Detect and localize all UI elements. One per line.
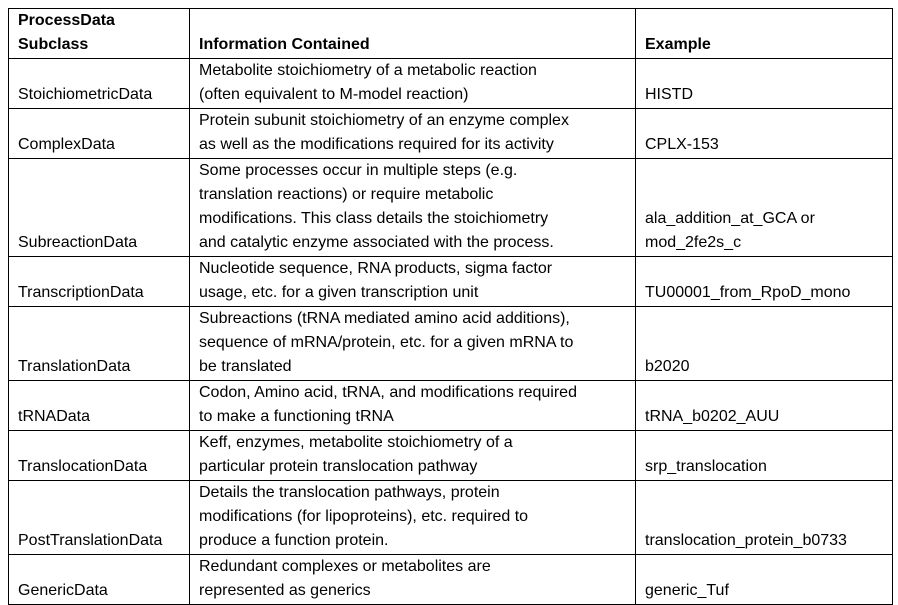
- example-cell: CPLX-153: [635, 108, 893, 159]
- example-cell: ala_addition_at_GCA or mod_2fe2s_c: [635, 158, 893, 257]
- table-row: SubreactionData Some processes occur in m…: [8, 158, 893, 257]
- information-line: as well as the modifications required fo…: [199, 136, 554, 153]
- information-line: Redundant complexes or metabolites are: [199, 558, 491, 575]
- information-line: particular protein translocation pathway: [199, 458, 478, 475]
- example-cell: TU00001_from_RpoD_mono: [635, 256, 893, 307]
- information-line: Metabolite stoichiometry of a metabolic …: [199, 62, 537, 79]
- information-cell: Some processes occur in multiple steps (…: [189, 158, 636, 257]
- subclass-cell: ComplexData: [8, 108, 190, 159]
- information-line: produce a function protein.: [199, 532, 389, 549]
- example-line: translocation_protein_b0733: [645, 532, 847, 549]
- header-information: Information Contained: [189, 8, 636, 59]
- example-line: srp_translocation: [645, 458, 767, 475]
- example-cell: tRNA_b0202_AUU: [635, 380, 893, 431]
- example-line: b2020: [645, 358, 690, 375]
- example-line: TU00001_from_RpoD_mono: [645, 284, 851, 301]
- subclass-cell: SubreactionData: [8, 158, 190, 257]
- information-cell: Subreactions (tRNA mediated amino acid a…: [189, 306, 636, 381]
- information-cell: Redundant complexes or metabolites are re…: [189, 554, 636, 605]
- header-subclass-line1: ProcessData: [18, 12, 115, 29]
- information-cell: Codon, Amino acid, tRNA, and modificatio…: [189, 380, 636, 431]
- example-cell: b2020: [635, 306, 893, 381]
- table-body: StoichiometricData Metabolite stoichiomet…: [8, 58, 893, 605]
- example-cell: translocation_protein_b0733: [635, 480, 893, 555]
- information-line: modifications (for lipoproteins), etc. r…: [199, 508, 529, 525]
- information-line: Details the translocation pathways, prot…: [199, 484, 500, 501]
- process-data-table: ProcessData Subclass Information Containe…: [8, 8, 893, 605]
- header-subclass-line2: Subclass: [18, 36, 89, 53]
- example-line: ala_addition_at_GCA or: [645, 210, 815, 227]
- information-cell: Protein subunit stoichiometry of an enzy…: [189, 108, 636, 159]
- information-line: usage, etc. for a given transcription un…: [199, 284, 479, 301]
- table-row: StoichiometricData Metabolite stoichiomet…: [8, 58, 893, 109]
- example-line: mod_2fe2s_c: [645, 234, 742, 251]
- information-line: (often equivalent to M-model reaction): [199, 86, 469, 103]
- subclass-cell: TranslocationData: [8, 430, 190, 481]
- information-line: to make a functioning tRNA: [199, 408, 394, 425]
- information-line: sequence of mRNA/protein, etc. for a giv…: [199, 334, 574, 351]
- information-line: Keff, enzymes, metabolite stoichiometry …: [199, 434, 513, 451]
- table-row: GenericData Redundant complexes or metabo…: [8, 554, 893, 605]
- information-line: Codon, Amino acid, tRNA, and modificatio…: [199, 384, 577, 401]
- information-line: represented as generics: [199, 582, 371, 599]
- example-cell: generic_Tuf: [635, 554, 893, 605]
- information-cell: Metabolite stoichiometry of a metabolic …: [189, 58, 636, 109]
- subclass-cell: PostTranslationData: [8, 480, 190, 555]
- subclass-cell: tRNAData: [8, 380, 190, 431]
- information-line: Nucleotide sequence, RNA products, sigma…: [199, 260, 553, 277]
- table-row: tRNAData Codon, Amino acid, tRNA, and mod…: [8, 380, 893, 431]
- information-line: Subreactions (tRNA mediated amino acid a…: [199, 310, 570, 327]
- information-line: be translated: [199, 358, 292, 375]
- information-line: modifications. This class details the st…: [199, 210, 549, 227]
- example-cell: HISTD: [635, 58, 893, 109]
- information-line: and catalytic enzyme associated with the…: [199, 234, 554, 251]
- table-row: TranslocationData Keff, enzymes, metaboli…: [8, 430, 893, 481]
- information-cell: Keff, enzymes, metabolite stoichiometry …: [189, 430, 636, 481]
- example-line: HISTD: [645, 86, 693, 103]
- table-row: PostTranslationData Details the transloca…: [8, 480, 893, 555]
- table-row: ComplexData Protein subunit stoichiometry…: [8, 108, 893, 159]
- subclass-cell: TranscriptionData: [8, 256, 190, 307]
- subclass-cell: StoichiometricData: [8, 58, 190, 109]
- header-example: Example: [635, 8, 893, 59]
- information-line: Some processes occur in multiple steps (…: [199, 162, 518, 179]
- subclass-cell: TranslationData: [8, 306, 190, 381]
- example-cell: srp_translocation: [635, 430, 893, 481]
- subclass-cell: GenericData: [8, 554, 190, 605]
- table-row: TranslationData Subreactions (tRNA mediat…: [8, 306, 893, 381]
- information-line: translation reactions) or require metabo…: [199, 186, 494, 203]
- information-line: Protein subunit stoichiometry of an enzy…: [199, 112, 569, 129]
- header-subclass: ProcessData Subclass: [8, 8, 190, 59]
- information-cell: Nucleotide sequence, RNA products, sigma…: [189, 256, 636, 307]
- example-line: tRNA_b0202_AUU: [645, 408, 780, 425]
- table-row: TranscriptionData Nucleotide sequence, RN…: [8, 256, 893, 307]
- information-cell: Details the translocation pathways, prot…: [189, 480, 636, 555]
- example-line: CPLX-153: [645, 136, 719, 153]
- header-row: ProcessData Subclass Information Containe…: [8, 8, 893, 59]
- example-line: generic_Tuf: [645, 582, 729, 599]
